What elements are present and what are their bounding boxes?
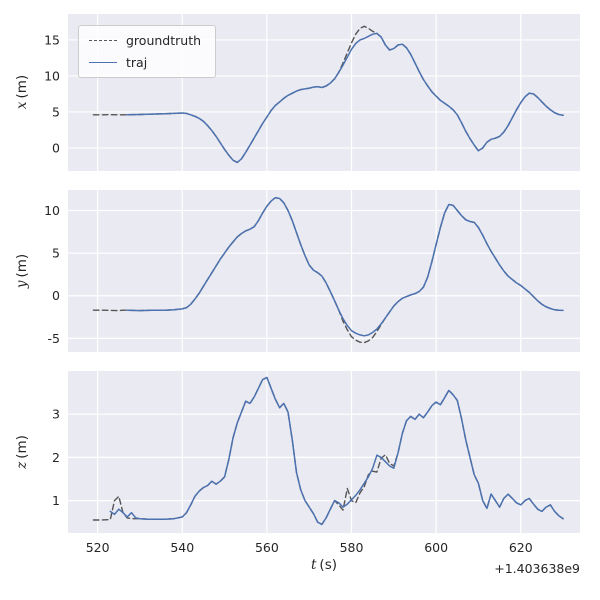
y-tick-label: 5 <box>52 104 60 119</box>
legend-item-traj: traj <box>89 55 201 70</box>
x-tick-label: 580 <box>340 540 364 555</box>
y-tick-label: 1 <box>52 493 60 508</box>
y-tick-label: 0 <box>52 140 60 155</box>
subplot-y: -5 0 5 10 <box>44 190 580 352</box>
ylabel-z-unit: (m) <box>14 435 30 459</box>
traj-line-x <box>126 32 564 164</box>
ylabel-y-unit: (m) <box>14 253 30 278</box>
x-axis-offset-text: +1.403638e9 <box>494 561 580 576</box>
xlabel-unit: (s) <box>319 557 338 573</box>
xlabel: t (s) <box>311 557 337 573</box>
y-tick-label: -5 <box>48 331 60 346</box>
ylabel-z-var: z <box>14 461 30 469</box>
groundtruth-line-sample <box>89 40 117 41</box>
legend: groundtruth traj <box>78 25 217 78</box>
subplot-z: 1 2 3 520 540 560 580 600 620 <box>52 371 580 555</box>
x-tick-label: 620 <box>509 540 533 555</box>
y-tick-label: 3 <box>52 407 60 422</box>
xlabel-var: t <box>310 557 317 573</box>
x-tick-label: 540 <box>170 540 194 555</box>
traj-line-y <box>126 196 564 337</box>
x-tick-label: 520 <box>86 540 110 555</box>
y-tick-label: 5 <box>52 246 60 261</box>
ylabel-z: z (m) <box>14 435 30 469</box>
x-tick-label: 600 <box>424 540 448 555</box>
legend-label-groundtruth: groundtruth <box>126 33 202 48</box>
traj-line-sample <box>89 62 117 63</box>
legend-item-groundtruth: groundtruth <box>89 33 201 48</box>
y-tick-label: 10 <box>44 203 60 218</box>
ylabel-y-var: y <box>14 280 30 289</box>
traj-line-z <box>109 376 564 526</box>
y-tick-label: 15 <box>44 32 60 47</box>
axes-background <box>68 371 580 533</box>
y-tick-label: 10 <box>44 68 60 83</box>
y-tick-label: 2 <box>52 450 60 465</box>
y-tick-label: 0 <box>52 288 60 303</box>
legend-label-traj: traj <box>126 55 148 70</box>
ylabel-x: x (m) <box>14 75 30 109</box>
ylabel-y: y (m) <box>14 254 30 288</box>
ylabel-x-var: x <box>14 101 30 110</box>
x-tick-label: 560 <box>255 540 279 555</box>
ylabel-x-unit: (m) <box>14 74 30 99</box>
axes-background <box>68 190 580 352</box>
